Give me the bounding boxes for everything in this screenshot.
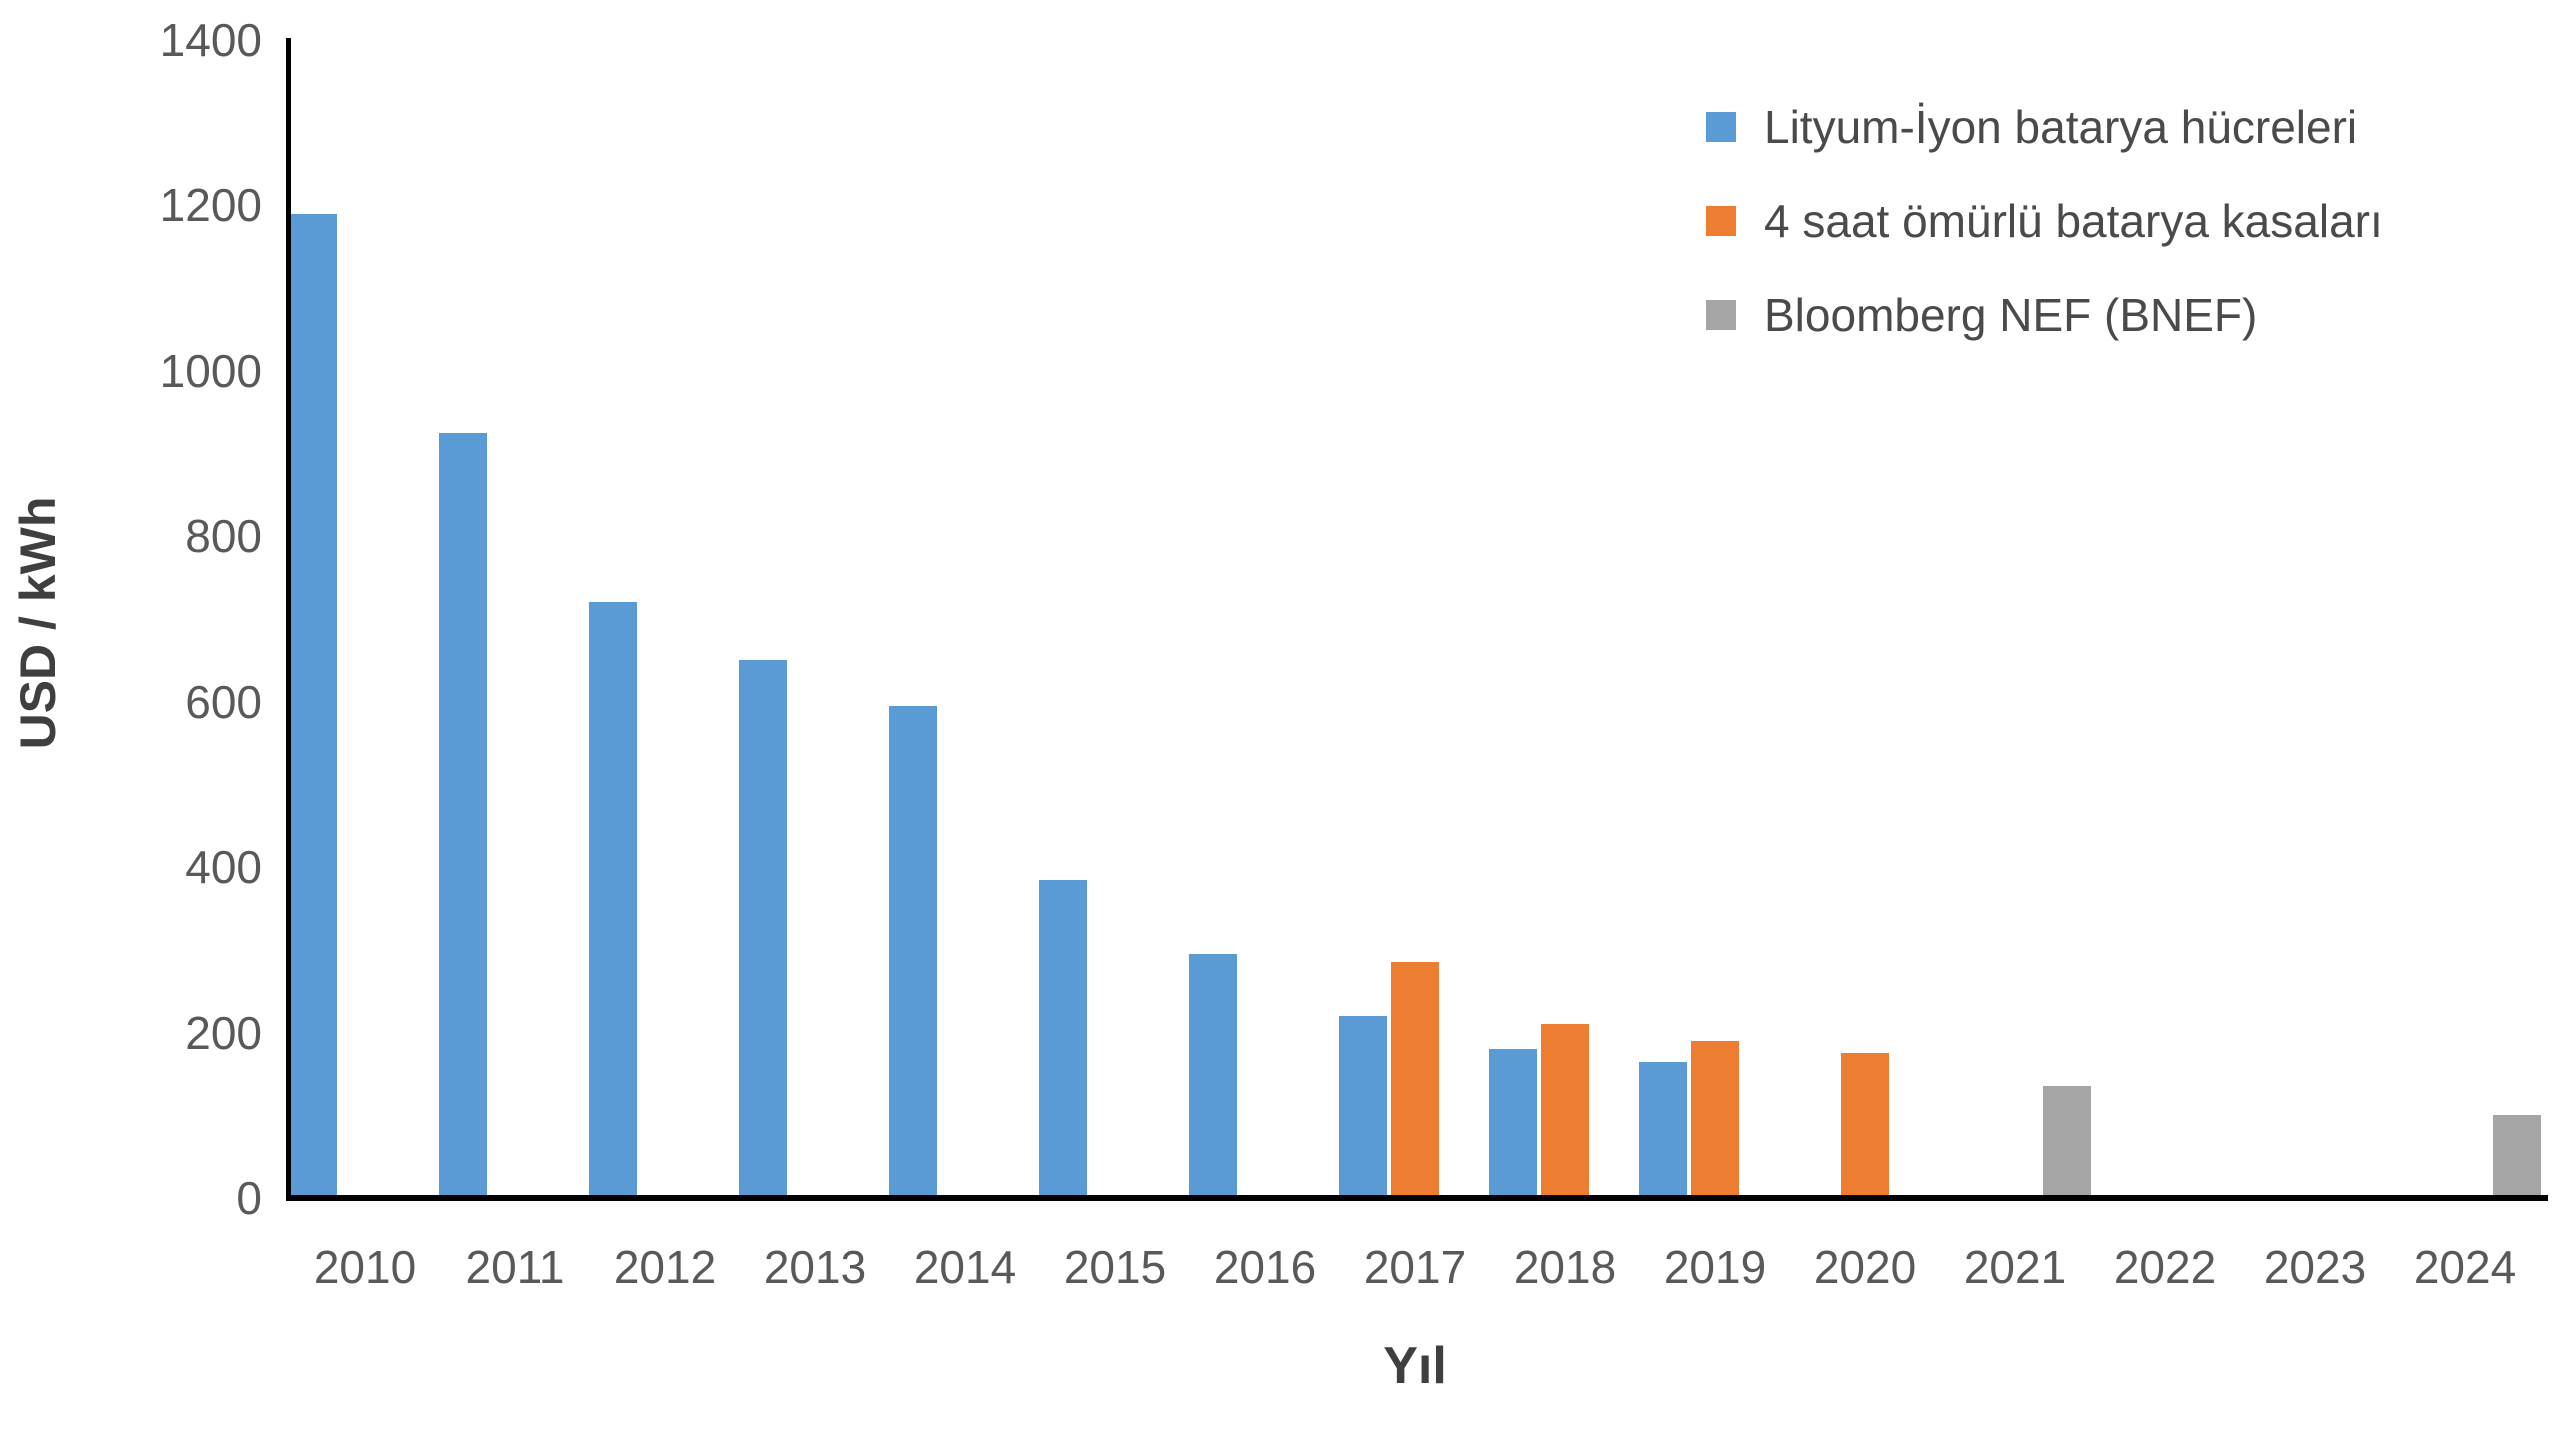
x-tick-label: 2023 — [2263, 1241, 2367, 1293]
bar-2018-series2 — [1541, 1024, 1589, 1198]
bar-2019-series2 — [1691, 1041, 1739, 1198]
y-tick-label: 800 — [185, 510, 262, 563]
bar-2024-series3 — [2493, 1115, 2541, 1198]
y-tick-label: 200 — [185, 1006, 262, 1059]
bar-2017-series2 — [1391, 962, 1439, 1198]
y-tick-label: 1400 — [159, 14, 262, 66]
bar-2013-series1 — [739, 660, 787, 1198]
y-tick-label: 600 — [185, 675, 262, 728]
bar-2020-series2 — [1841, 1053, 1889, 1198]
x-tick-label: 2010 — [313, 1241, 417, 1293]
x-tick-label: 2022 — [2113, 1241, 2217, 1293]
legend-swatch-blue-icon — [1706, 112, 1736, 142]
y-tick-label: 1000 — [159, 344, 262, 397]
x-tick-label: 2016 — [1213, 1241, 1317, 1293]
legend-item: Lityum-İyon batarya hücreleri — [1706, 96, 2383, 158]
bar-2011-series1 — [439, 433, 487, 1198]
x-tick-label: 2018 — [1513, 1241, 1617, 1293]
x-axis-title: Yıl — [1383, 1337, 1447, 1395]
x-tick-label: 2019 — [1663, 1241, 1767, 1293]
bar-2015-series1 — [1039, 880, 1087, 1198]
legend-swatch-gray-icon — [1706, 300, 1736, 330]
x-tick-label: 2011 — [465, 1241, 565, 1293]
y-tick-label: 400 — [185, 841, 262, 894]
bar-2018-series1 — [1489, 1049, 1537, 1198]
legend-label: Lityum-İyon batarya hücreleri — [1764, 101, 2358, 153]
x-tick-label: 2014 — [913, 1241, 1017, 1293]
bar-2017-series1 — [1339, 1016, 1387, 1198]
x-tick-label: 2021 — [1963, 1241, 2067, 1293]
x-axis-line — [286, 1195, 2548, 1201]
legend-swatch-orange-icon — [1706, 206, 1736, 236]
legend-label: 4 saat ömürlü batarya kasaları — [1764, 195, 2383, 247]
bar-2010-series1 — [289, 214, 337, 1198]
y-tick-label: 1200 — [159, 179, 262, 232]
legend-label: Bloomberg NEF (BNEF) — [1764, 289, 2258, 341]
x-tick-label: 2024 — [2413, 1241, 2517, 1293]
legend: Lityum-İyon batarya hücreleri 4 saat ömü… — [1706, 96, 2383, 378]
bar-2016-series1 — [1189, 954, 1237, 1198]
x-tick-label: 2017 — [1363, 1241, 1467, 1293]
y-axis-title: USD / kWh — [10, 496, 66, 750]
legend-item: 4 saat ömürlü batarya kasaları — [1706, 190, 2383, 252]
legend-item: Bloomberg NEF (BNEF) — [1706, 284, 2383, 346]
y-axis-line — [286, 38, 291, 1201]
x-tick-label: 2013 — [763, 1241, 867, 1293]
y-tick-label: 0 — [236, 1172, 262, 1224]
bar-2012-series1 — [589, 602, 637, 1198]
bar-2019-series1 — [1639, 1062, 1687, 1198]
bar-2021-series3 — [2043, 1086, 2091, 1198]
x-tick-label: 2015 — [1063, 1241, 1167, 1293]
x-tick-label: 2012 — [613, 1241, 717, 1293]
bar-2014-series1 — [889, 706, 937, 1198]
x-tick-label: 2020 — [1813, 1241, 1917, 1293]
